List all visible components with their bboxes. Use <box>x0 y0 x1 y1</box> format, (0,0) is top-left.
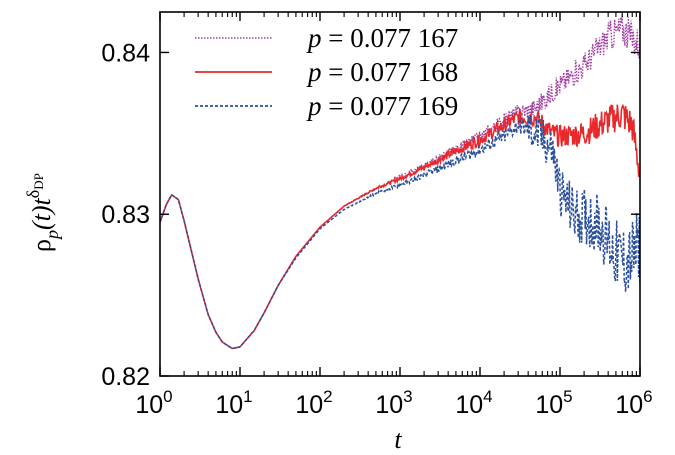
legend-label-3: p = 0.077 169 <box>306 91 458 121</box>
y-label-supsub: DP <box>31 173 46 190</box>
x-tick-label: 106 <box>615 387 652 419</box>
y-axis-label: ρp(t)tδDP <box>23 173 62 252</box>
x-tick-label: 102 <box>295 387 332 419</box>
series-layer <box>160 14 640 350</box>
legend-label-1: p = 0.077 167 <box>306 23 458 53</box>
y-label-rho: ρ <box>27 239 56 252</box>
ticks-layer: 100 101 102 103 104 105 106 0.82 0.83 0.84 <box>101 12 653 419</box>
y-tick-label: 0.84 <box>101 39 150 67</box>
x-tick-label: 100 <box>135 387 172 419</box>
legend-label-2: p = 0.077 168 <box>306 57 458 87</box>
y-tick-label: 0.82 <box>101 363 150 391</box>
x-tick-label: 104 <box>455 387 492 419</box>
x-axis-label: t <box>394 425 402 454</box>
x-tick-label: 105 <box>535 387 572 419</box>
y-tick-label: 0.83 <box>101 201 150 229</box>
legend: p = 0.077 167 p = 0.077 168 p = 0.077 169 <box>195 23 458 121</box>
series-line-2 <box>160 103 640 350</box>
x-tick-label: 103 <box>375 387 412 419</box>
y-label-sub: p <box>42 230 62 241</box>
series-line-3 <box>160 114 640 350</box>
y-label-mid: (t)t <box>27 197 56 230</box>
x-tick-label: 101 <box>215 387 252 419</box>
y-label-sup: δ <box>23 190 43 198</box>
